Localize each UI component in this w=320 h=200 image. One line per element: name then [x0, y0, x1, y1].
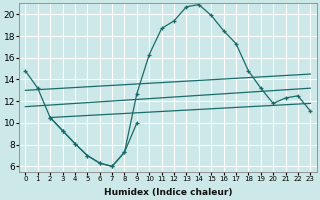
X-axis label: Humidex (Indice chaleur): Humidex (Indice chaleur) [104, 188, 232, 197]
